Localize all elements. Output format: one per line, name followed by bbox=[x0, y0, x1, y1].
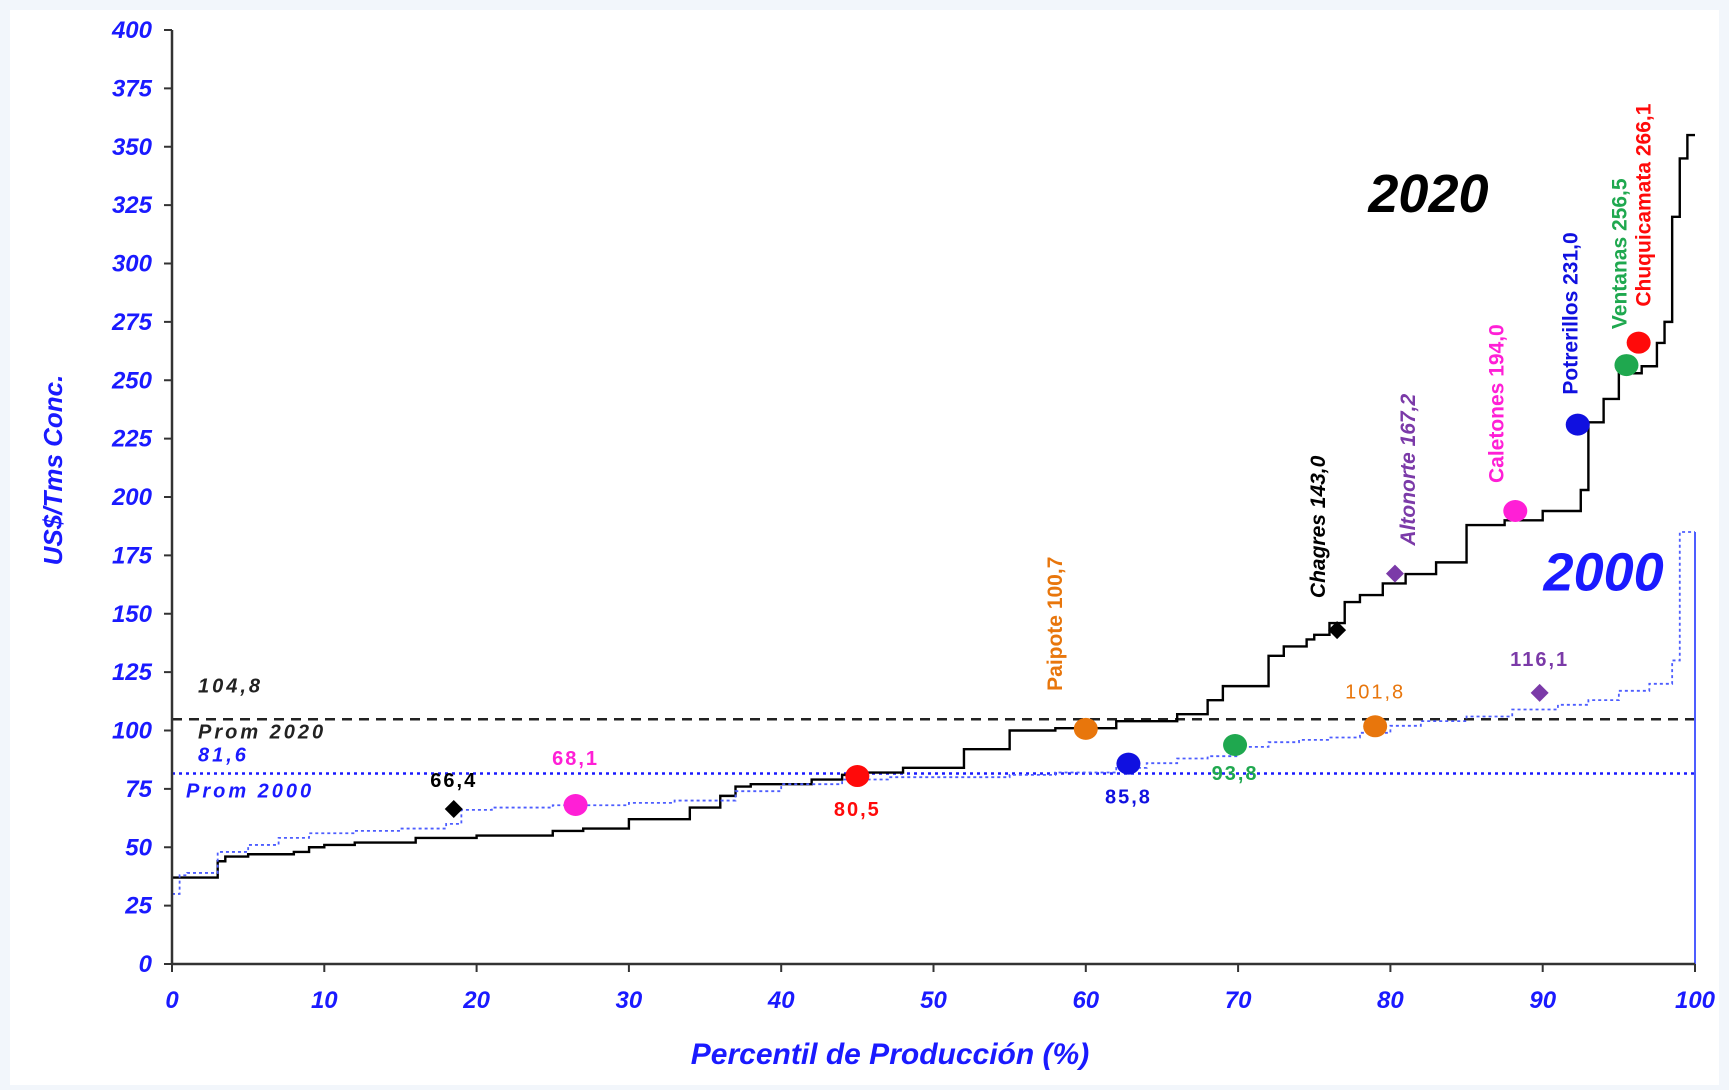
y-tick-label: 150 bbox=[112, 601, 153, 628]
marker-value-label: 101,8 bbox=[1345, 681, 1405, 703]
y-tick-label: 325 bbox=[112, 192, 153, 219]
plot-area bbox=[10, 10, 1719, 1085]
series-line-2020 bbox=[172, 133, 1695, 879]
marker-name-label-caletones: Caletones 194,0 bbox=[1485, 324, 1508, 483]
y-tick-label: 175 bbox=[112, 542, 153, 569]
y-tick-label: 75 bbox=[125, 776, 152, 803]
marker-value-label: 80,5 bbox=[834, 799, 881, 821]
marker-name-label-potrerillos: Potrerillos 231,0 bbox=[1560, 232, 1583, 394]
x-tick-label: 100 bbox=[1675, 987, 1716, 1014]
data-marker bbox=[1503, 500, 1528, 523]
x-axis-label: Percentil de Producción (%) bbox=[691, 1038, 1089, 1071]
x-tick-label: 40 bbox=[767, 987, 795, 1014]
x-tick-label: 30 bbox=[616, 987, 643, 1014]
data-marker bbox=[1328, 621, 1347, 640]
x-tick-label: 0 bbox=[165, 987, 179, 1014]
marker-value-label: 68,1 bbox=[552, 748, 599, 770]
marker-value-label: 66,4 bbox=[430, 770, 477, 792]
data-marker bbox=[1363, 715, 1388, 738]
data-marker bbox=[1223, 733, 1248, 756]
y-axis-label: US$/Tms Conc. bbox=[38, 375, 68, 566]
y-tick-label: 0 bbox=[139, 951, 153, 978]
marker-name-label-altonorte: Altonorte 167,2 bbox=[1397, 394, 1420, 547]
x-tick-label: 80 bbox=[1377, 987, 1404, 1014]
y-tick-label: 375 bbox=[112, 75, 153, 102]
y-tick-label: 125 bbox=[112, 659, 153, 686]
reference-value-label: 81,6 bbox=[198, 744, 249, 766]
y-tick-label: 275 bbox=[111, 309, 153, 336]
y-tick-label: 100 bbox=[112, 718, 153, 745]
marker-value-label: 93,8 bbox=[1212, 763, 1259, 785]
marker-name-label-ventanas: Ventanas 256,5 bbox=[1608, 178, 1631, 329]
marker-name-label-chagres: Chagres 143,0 bbox=[1307, 455, 1330, 598]
marker-value-label: 116,1 bbox=[1510, 649, 1569, 671]
y-tick-label: 350 bbox=[112, 134, 153, 161]
x-tick-label: 70 bbox=[1225, 987, 1252, 1014]
x-tick-label: 60 bbox=[1072, 987, 1099, 1014]
data-marker bbox=[1073, 717, 1098, 740]
data-marker bbox=[845, 765, 870, 788]
y-tick-label: 225 bbox=[111, 426, 153, 453]
data-marker bbox=[563, 793, 588, 816]
y-tick-label: 400 bbox=[111, 17, 153, 44]
reference-name-label: Prom 2000 bbox=[186, 780, 314, 802]
y-tick-label: 300 bbox=[112, 251, 153, 278]
x-tick-label: 90 bbox=[1529, 987, 1556, 1014]
x-tick-label: 50 bbox=[920, 987, 947, 1014]
data-marker bbox=[444, 799, 463, 818]
data-marker bbox=[1626, 331, 1651, 354]
data-marker bbox=[1530, 683, 1549, 702]
data-marker bbox=[1116, 752, 1141, 775]
marker-value-label: 85,8 bbox=[1105, 787, 1152, 809]
y-tick-label: 50 bbox=[125, 834, 152, 861]
reference-name-label: Prom 2020 bbox=[198, 721, 326, 743]
marker-name-label-paipote: Paipote 100,7 bbox=[1044, 557, 1067, 691]
data-marker bbox=[1385, 564, 1404, 583]
series-year-label: 2000 bbox=[1543, 542, 1664, 602]
marker-name-label-chuquicamata: Chuquicamata 266,1 bbox=[1633, 103, 1656, 306]
y-tick-label: 200 bbox=[111, 484, 153, 511]
x-tick-label: 20 bbox=[462, 987, 490, 1014]
series-line-2000 bbox=[172, 531, 1695, 895]
y-tick-label: 25 bbox=[124, 893, 152, 920]
series-year-label: 2020 bbox=[1367, 164, 1488, 224]
data-marker bbox=[1565, 413, 1590, 436]
x-tick-label: 10 bbox=[311, 987, 338, 1014]
y-tick-label: 250 bbox=[111, 367, 153, 394]
data-marker bbox=[1614, 354, 1639, 377]
reference-value-label: 104,8 bbox=[198, 675, 263, 697]
